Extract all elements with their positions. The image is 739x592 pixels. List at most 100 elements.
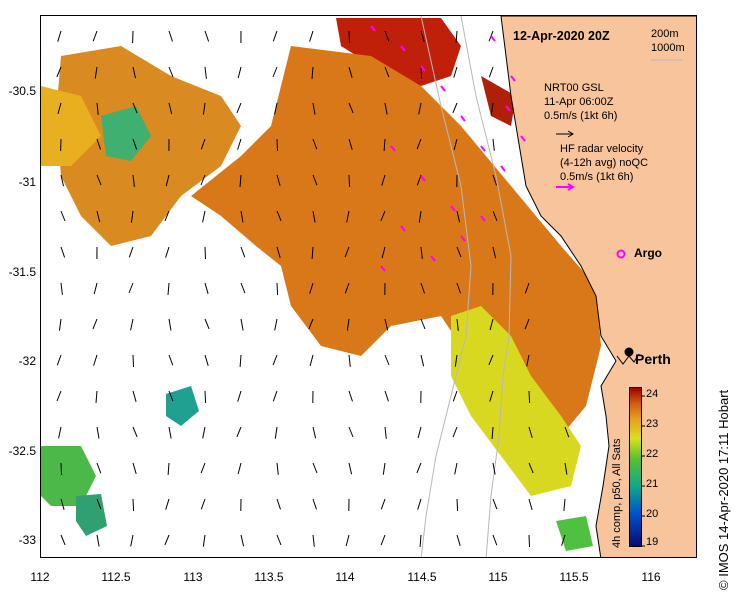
- gsl-vector: [167, 282, 170, 295]
- gsl-vector: [276, 462, 279, 475]
- gsl-vector: [419, 534, 422, 547]
- colorbar-tick-19: 19: [646, 536, 659, 548]
- gsl-vector: [60, 462, 62, 476]
- gsl-vector: [132, 462, 137, 474]
- gsl-vector: [130, 318, 134, 331]
- hf-vector: [400, 45, 406, 52]
- gsl-vector: [204, 390, 207, 404]
- x-tick-label: 112: [30, 570, 50, 584]
- contour-200m-label: 200m: [651, 28, 679, 40]
- gsl-vector: [381, 174, 386, 186]
- gsl-vector: [272, 390, 278, 402]
- x-tick-label: 115: [488, 570, 508, 584]
- gsl-vector: [92, 318, 98, 330]
- gsl-vector: [276, 282, 279, 296]
- hf-vector: [430, 255, 436, 262]
- gsl-vector: [490, 102, 494, 115]
- gsl-title: NRT00 GSL: [544, 82, 604, 94]
- gsl-vector: [524, 282, 530, 294]
- gsl-vector: [168, 318, 172, 331]
- gsl-vector: [128, 282, 134, 294]
- colorbar-tick-22: 22: [646, 448, 659, 460]
- gsl-vector: [60, 246, 66, 258]
- gsl-vector: [204, 30, 210, 42]
- gsl-vector: [132, 426, 138, 438]
- gsl-vector: [58, 318, 62, 331]
- gsl-vector: [384, 30, 390, 42]
- sst-southeast-green-patch: [556, 516, 593, 551]
- hf-vector: [460, 235, 466, 242]
- gsl-vector: [456, 498, 459, 512]
- gsl-vector: [528, 426, 533, 438]
- gsl-vector: [236, 102, 242, 114]
- gsl-vector: [348, 426, 354, 438]
- gsl-vector: [492, 462, 496, 475]
- gsl-vector: [274, 102, 278, 115]
- gsl-vector: [348, 462, 353, 475]
- gsl-vector: [165, 246, 170, 258]
- gsl-vector: [96, 498, 102, 510]
- gsl-vector: [130, 534, 134, 547]
- gsl-vector: [130, 210, 134, 223]
- hf-vector: [420, 175, 426, 182]
- gsl-vector: [96, 102, 99, 115]
- perth-coast-squiggle: [616, 353, 640, 365]
- gsl-vector: [492, 174, 497, 186]
- sst-coastal-cool-patch: [451, 306, 581, 496]
- colorbar-tick-23: 23: [646, 418, 659, 430]
- gsl-vector: [348, 30, 350, 44]
- gsl-vector: [346, 318, 350, 331]
- gsl-vector: [57, 30, 62, 42]
- gsl-vector: [418, 210, 422, 223]
- gsl-vector: [454, 462, 458, 475]
- gsl-vector: [60, 534, 66, 546]
- sst-south-green-patch-2: [76, 494, 107, 536]
- gsl-vector: [237, 66, 242, 79]
- gsl-vector: [312, 426, 317, 439]
- gsl-vector: [204, 318, 210, 330]
- contour-1000m: [420, 16, 472, 557]
- colorbar-tick-24: 24: [646, 388, 659, 400]
- gsl-vector: [384, 426, 387, 439]
- gsl-vector: [348, 102, 354, 114]
- hf-scale-label: 0.5m/s (1kt 6h): [560, 171, 634, 183]
- gsl-vector: [96, 462, 102, 474]
- hf-vector: [450, 205, 456, 212]
- gsl-vector: [384, 318, 389, 331]
- gsl-vector: [380, 498, 386, 510]
- gsl-vector: [384, 354, 390, 366]
- argo-label: Argo: [634, 246, 662, 260]
- gsl-vector: [56, 354, 62, 366]
- hf-scale-arrow-head: [567, 183, 575, 191]
- gsl-vector: [204, 246, 206, 260]
- gsl-vector: [311, 246, 314, 259]
- gsl-vector: [240, 534, 245, 547]
- colorbar-label: 4h comp, p50, All Sats: [611, 438, 623, 548]
- gsl-vector: [276, 498, 281, 510]
- gsl-vector: [276, 174, 281, 186]
- y-tick-label: -32.5: [8, 444, 36, 458]
- gsl-vector: [200, 174, 206, 186]
- gsl-vector: [60, 210, 66, 222]
- gsl-vector: [240, 210, 244, 223]
- gsl-vector: [416, 462, 422, 474]
- gsl-vector: [276, 246, 281, 258]
- gsl-vector: [454, 354, 458, 367]
- gsl-vector: [96, 174, 102, 186]
- gsl-vector: [563, 498, 566, 511]
- gsl-vector: [348, 390, 353, 402]
- gsl-vector: [202, 210, 206, 223]
- sst-coastal-dark-patch: [481, 76, 516, 126]
- gsl-vector: [272, 354, 278, 366]
- gsl-vector: [60, 282, 63, 295]
- gsl-vector: [488, 66, 494, 78]
- gsl-vector: [272, 30, 278, 42]
- gsl-vector: [200, 138, 206, 150]
- gsl-vector: [528, 390, 531, 404]
- gsl-vector: [418, 102, 422, 115]
- gsl-vector: [132, 102, 138, 114]
- gsl-vector: [345, 534, 350, 547]
- gsl-vector: [94, 66, 98, 79]
- gsl-vector: [237, 138, 242, 150]
- gsl-vector: [492, 498, 498, 510]
